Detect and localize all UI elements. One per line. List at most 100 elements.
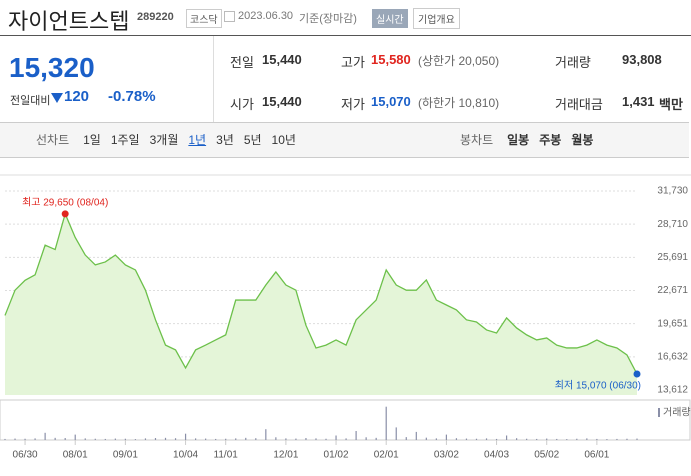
volume-bar [576,438,578,440]
volume-bar [626,438,628,440]
change: 120 [64,88,90,105]
tab[interactable]: 3개월 [149,133,179,147]
volume-bar [335,435,337,440]
chart: 13,612 16,632 19,651 22,671 25,691 28,710 31,7… [0,174,691,461]
volume-bar [485,438,488,440]
volume-bar [355,431,357,440]
stock-name: 자이언트스텝 [8,9,130,34]
y-tick-label: 25,691 [657,252,688,263]
y-tick-label: 28,710 [657,219,688,230]
volume-bar [54,437,56,440]
tab[interactable]: 3년 [216,133,234,147]
note: (상한가 20,050) [418,54,500,68]
volume-bar [285,438,287,440]
realtime-badge[interactable]: 실시간 [372,9,408,28]
min-marker [633,370,641,378]
tab[interactable]: 10년 [271,133,296,147]
tab-label: 선차트 [36,133,70,147]
candle-tabs: 봉차트 일봉 주봉 월봉 [460,131,603,149]
volume-bar [455,438,458,440]
volume-bar [265,429,267,440]
x-tick-label: 11/01 [214,450,239,461]
volume-bar [44,432,46,440]
volume-bar [586,438,588,440]
volume-bar [526,438,528,440]
volume-bar [566,439,568,440]
tab[interactable]: 1주일 [110,133,140,147]
volume-bar [546,438,548,440]
company-button[interactable]: 기업개요 [413,8,460,29]
x-tick-label: 12/01 [273,450,298,461]
market: 코스닥 [186,9,222,28]
volume-bar [395,427,397,440]
basis: 기준(장마감) [299,13,357,25]
x-tick-label: 04/03 [484,450,509,461]
volume-bar [94,438,96,440]
volume-bar [74,434,76,440]
volume-bar [345,438,347,440]
x-tick-label: 01/02 [324,450,349,461]
divider [213,36,214,122]
volume-bar [24,438,26,440]
volume-bar [516,438,518,440]
divider [0,35,691,36]
tab[interactable]: 월봉 [571,133,594,147]
label: 시가 [230,97,254,112]
x-tick-label: 09/01 [113,450,138,461]
down-arrow [51,93,63,103]
price-line [4,211,638,375]
y-tick-label: 16,632 [657,351,688,362]
x-tick-label: 08/01 [63,450,88,461]
tab[interactable]: 5년 [243,133,262,147]
x-tick-label: 03/02 [434,450,459,461]
volume-bar [225,438,227,440]
volume-bar [465,438,468,440]
volume-bar [235,438,237,440]
volume-bar [295,438,297,440]
legend-label: 거래량 [663,407,691,419]
volume-bar [164,437,167,440]
volume-bar [114,438,116,440]
volume-bar [385,406,387,440]
tab[interactable]: 1일 [83,133,101,147]
min-annotation: 최저 15,070 (06/30) [555,380,641,392]
volume-frame [0,399,691,441]
volume-bar [205,438,207,440]
stock-code: 289220 [137,11,174,23]
volume-bar [405,437,407,440]
label: 전일 [230,55,254,70]
date: 2023.06.30 [238,10,294,22]
value: 93,808 [622,52,662,67]
volume-bar [325,438,327,440]
change-label: 전일대비 [10,95,51,107]
volume-bar [104,438,106,440]
tab[interactable]: 1년 [188,133,207,147]
volume-bar [616,438,618,440]
y-tick-label: 31,730 [657,186,688,197]
volume-bar [124,438,126,440]
volume-bar [255,438,257,440]
legend-swatch [658,408,660,417]
volume-bar [505,435,508,440]
volume-bar [425,437,427,440]
volume-bar [415,431,417,440]
tab[interactable]: 주봉 [539,133,562,147]
tab[interactable]: 일봉 [507,133,530,147]
volume-bar [495,438,498,440]
x-tick-label: 05/02 [534,450,559,461]
area-fill [5,213,637,395]
change-rate: -0.78% [108,88,156,105]
tab-label: 봉차트 [460,133,494,147]
label: 거래량 [555,55,591,70]
volume-bar [536,438,538,440]
price: 15,320 [9,52,95,83]
value: 15,070 [371,94,411,109]
volume-bar [14,438,16,440]
volume-bar [445,434,447,440]
volume-bar [435,438,437,440]
volume-bar [84,438,86,440]
volume-bar [195,438,197,440]
line-tabs: 선차트 1일 1주일 3개월 1년 3년 5년 10년 [36,131,306,149]
volume-bar [174,438,177,440]
